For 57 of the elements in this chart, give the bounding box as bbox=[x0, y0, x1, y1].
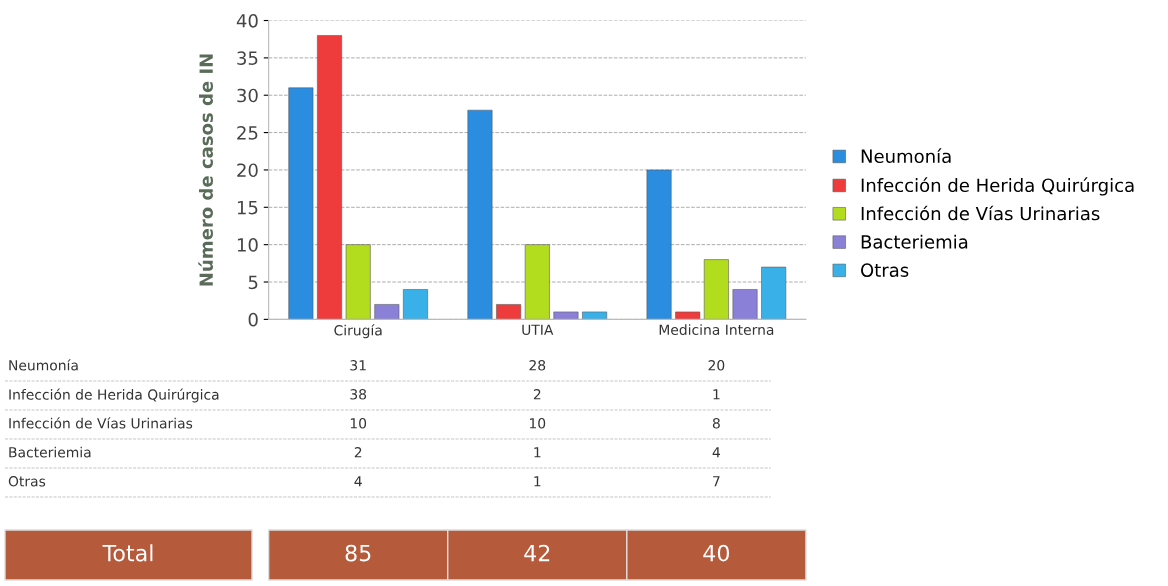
legend-label: Otras bbox=[861, 263, 909, 277]
text: Infección de Vías Urinarias bbox=[9, 417, 193, 429]
y-tick-label: 30 bbox=[237, 88, 258, 103]
bar bbox=[374, 304, 400, 320]
bar bbox=[761, 266, 787, 320]
data-label: 1 bbox=[534, 476, 541, 487]
y-tick-label: 0 bbox=[248, 312, 258, 327]
text: 85 bbox=[345, 544, 371, 562]
data-label: 31 bbox=[350, 360, 366, 371]
data-label: 10 bbox=[529, 418, 546, 429]
data-label: 1 bbox=[534, 447, 541, 458]
data-label: 10 bbox=[350, 418, 367, 429]
y-tick-label: 10 bbox=[237, 238, 258, 252]
bar bbox=[403, 289, 428, 320]
y-tick-label: 20 bbox=[237, 163, 258, 178]
bar bbox=[553, 311, 579, 320]
data-label: 20 bbox=[708, 360, 725, 371]
data-label: 38 bbox=[350, 389, 367, 400]
bar bbox=[288, 87, 314, 320]
y-tick-label: 40 bbox=[236, 13, 258, 28]
data-label: 1 bbox=[713, 389, 720, 400]
data-label: 4 bbox=[354, 476, 362, 487]
text: Bacteriemia bbox=[9, 446, 91, 458]
data-label: 7 bbox=[713, 476, 720, 487]
text: Neumonía bbox=[9, 359, 78, 371]
bar bbox=[582, 311, 608, 320]
y-tick-label: 15 bbox=[237, 200, 258, 215]
text: 40 bbox=[703, 544, 730, 562]
bar bbox=[703, 259, 729, 320]
bar bbox=[646, 169, 672, 320]
legend-label: Infección de Herida Quirúrgica bbox=[861, 177, 1134, 196]
data-label: 2 bbox=[533, 389, 541, 400]
text: Otras bbox=[8, 476, 46, 487]
text: Infección de Herida Quirúrgica bbox=[9, 388, 219, 403]
x-tick-label: Medicina Interna bbox=[659, 324, 774, 335]
data-label: 2 bbox=[354, 447, 362, 458]
legend-label: Infección de Vías Urinarias bbox=[861, 205, 1100, 221]
bar bbox=[317, 35, 342, 320]
y-tick-label: 25 bbox=[237, 126, 258, 140]
legend-label: Bacteriemia bbox=[861, 234, 968, 249]
data-label: 8 bbox=[712, 418, 720, 429]
bar bbox=[732, 289, 758, 320]
text: 42 bbox=[524, 544, 550, 562]
bar bbox=[496, 304, 522, 320]
y-tick-label: 5 bbox=[248, 275, 258, 290]
bar bbox=[467, 109, 493, 320]
y-axis-title: Número de casos de IN bbox=[198, 54, 213, 286]
x-tick-label: Cirugía bbox=[334, 324, 382, 339]
data-label: 28 bbox=[529, 360, 546, 371]
y-tick-label: 35 bbox=[237, 51, 258, 65]
bar bbox=[345, 244, 371, 320]
bar bbox=[524, 244, 550, 320]
x-tick-label: UTIA bbox=[522, 324, 554, 335]
data-label: 4 bbox=[712, 447, 721, 458]
text: Total bbox=[102, 544, 153, 562]
legend-label: Neumonía bbox=[861, 148, 951, 164]
bar bbox=[675, 311, 701, 320]
